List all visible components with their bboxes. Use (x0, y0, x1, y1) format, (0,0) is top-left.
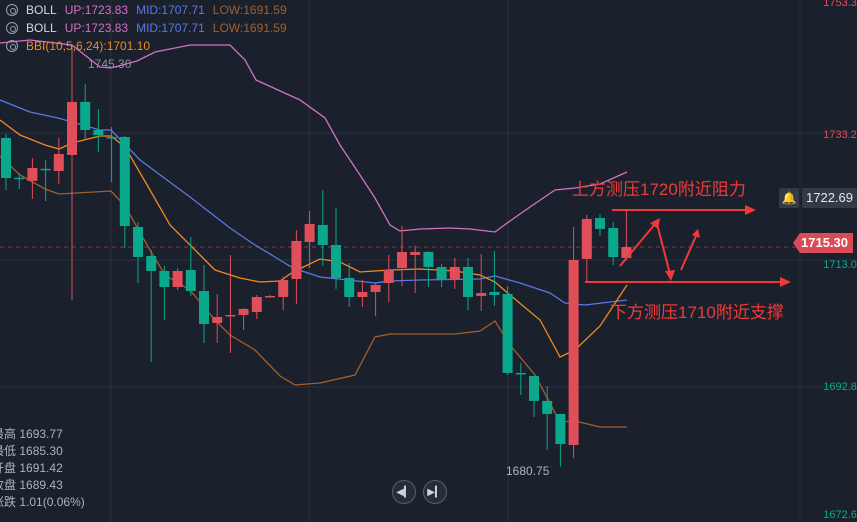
boll-upper-line (0, 39, 628, 233)
candle-body (449, 266, 460, 280)
candle-body (265, 295, 275, 298)
settings-icon[interactable] (6, 4, 18, 16)
ohlc-high: 最高 1693.77 (0, 427, 63, 441)
candle-body (568, 259, 579, 445)
candle-body (199, 291, 209, 325)
current-price-tag: 1715.30 (793, 233, 853, 253)
arrow-head (665, 270, 675, 281)
candle-body (133, 226, 143, 258)
candle-body (304, 224, 315, 242)
candle-body (581, 218, 592, 259)
candle-body (370, 284, 381, 292)
arrow-head (745, 205, 756, 215)
candle-body (251, 296, 262, 312)
candle-body (595, 217, 605, 229)
candle-body (357, 291, 368, 297)
ohlc-open: 开盘 1691.42 (0, 461, 63, 475)
candle-body (436, 266, 447, 280)
axis-tick: 1753.37 (823, 0, 857, 9)
ohlc-low: 最低 1685.30 (0, 444, 63, 458)
candle-body (542, 400, 553, 414)
candle-body (1, 137, 11, 178)
candle-body (621, 247, 632, 258)
legend-mid: MID:1707.71 (136, 21, 205, 35)
axis-tick: 1713.02 (823, 259, 857, 271)
resistance-annotation: 上方测压1720附近阻力 (572, 180, 746, 199)
legend-mid: MID:1707.71 (136, 3, 205, 17)
bbi-value: BBI(10,5,6,24):1701.10 (26, 39, 151, 53)
support-annotation: 下方测压1710附近支撑 (610, 303, 784, 322)
candle-body (172, 270, 183, 288)
axis-tick: 1672.68 (823, 509, 857, 521)
axis-tick: 1733.20 (823, 129, 857, 141)
candle-body (476, 292, 487, 296)
candle-body (489, 291, 500, 295)
candle-body (502, 294, 513, 373)
legend-up: UP:1723.83 (64, 21, 129, 35)
boll-legend-1: BOLL UP:1723.83 MID:1707.71 LOW:1691.59 (6, 3, 287, 17)
candle-body (278, 279, 289, 297)
candle-body (463, 266, 473, 297)
candle-body (93, 129, 104, 136)
scroll-left-button[interactable]: ◀▎ (392, 480, 416, 504)
legend-up: UP:1723.83 (64, 3, 129, 17)
ohlc-change: 涨跌 1.01(0.06%) (0, 495, 85, 509)
candle-body (317, 224, 328, 245)
settings-icon[interactable] (6, 40, 18, 52)
arrow-head (692, 229, 700, 238)
candle-body (146, 255, 157, 271)
candle-body (383, 269, 394, 284)
candle-body (291, 240, 302, 279)
candle-body (344, 277, 355, 297)
candle-body (608, 228, 619, 258)
bbi-line (0, 119, 628, 358)
candle-body (555, 413, 566, 444)
candle-body (397, 251, 407, 269)
axis-tick: 1692.85 (823, 381, 857, 393)
candle-body (67, 101, 77, 155)
ohlc-close: 收盘 1689.43 (0, 478, 63, 492)
candle-body (331, 244, 341, 278)
boll-legend-2: BOLL UP:1723.83 MID:1707.71 LOW:1691.59 (6, 21, 287, 35)
candle-body (515, 372, 526, 375)
bell-icon[interactable]: 🔔 (779, 188, 799, 208)
alert-price-tag[interactable]: 1722.69 (802, 188, 857, 208)
candle-body (225, 314, 236, 317)
candle-body (212, 316, 223, 323)
legend-low: LOW:1691.59 (212, 21, 287, 35)
legend-name: BOLL (26, 21, 57, 35)
arrow-up (619, 223, 656, 267)
settings-icon[interactable] (6, 22, 18, 34)
low-marker: 1680.75 (506, 464, 550, 478)
candle-body (238, 308, 249, 315)
candle-body (53, 154, 64, 171)
arrow-down (656, 223, 671, 275)
candle-body (423, 251, 434, 267)
high-marker: 1745.30 (88, 57, 132, 71)
candle-body (80, 101, 91, 130)
candle-body (106, 137, 117, 139)
candle-body (159, 270, 170, 288)
candle-body (40, 168, 51, 171)
bbi-legend: BBI(10,5,6,24):1701.10 (6, 39, 150, 53)
legend-low: LOW:1691.59 (212, 3, 287, 17)
candle-body (185, 269, 196, 292)
boll-lower-line (0, 155, 627, 428)
arrow-up (680, 235, 697, 271)
legend-name: BOLL (26, 3, 57, 17)
candle-body (119, 136, 130, 226)
candle-body (14, 177, 25, 180)
scroll-right-button[interactable]: ▶▎ (423, 480, 447, 504)
arrow-head (780, 277, 791, 287)
candle-body (27, 167, 38, 181)
boll-mid-line (0, 99, 628, 306)
candle-body (529, 375, 539, 401)
candle-body (410, 251, 421, 255)
